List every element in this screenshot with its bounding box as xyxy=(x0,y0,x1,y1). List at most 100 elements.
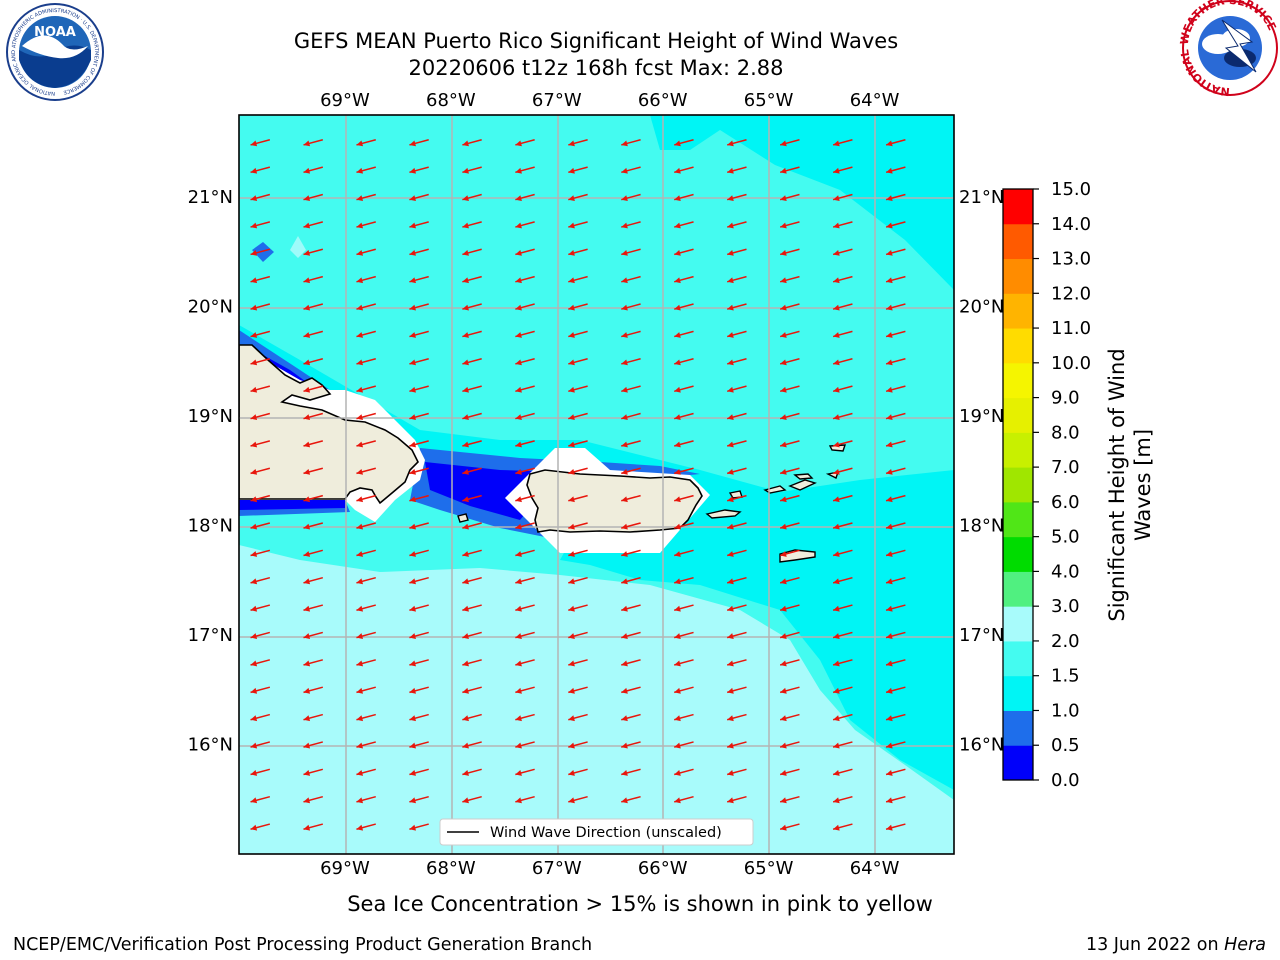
wind-arrow xyxy=(885,631,906,639)
wind-arrow xyxy=(832,303,853,311)
wind-arrow xyxy=(409,823,429,831)
wind-arrow xyxy=(568,549,588,557)
wind-arrow xyxy=(674,440,694,448)
colorbar-segment-1 xyxy=(1003,710,1033,746)
wind-arrow xyxy=(726,659,747,667)
wind-arrow xyxy=(832,549,853,557)
lon-label-top-4: 65°W xyxy=(744,90,794,111)
map-panel: 69°W 69°W 68°W 68°W 67°W 67°W 66°W 66°W 65°W 65°W… xyxy=(188,90,1005,879)
wind-arrow xyxy=(779,795,800,804)
wind-arrow xyxy=(515,768,535,776)
wind-arrow xyxy=(250,549,271,557)
mona-island xyxy=(457,513,469,523)
colorbar-tick-9: 7.0 xyxy=(1051,457,1080,478)
wind-arrow xyxy=(515,440,535,448)
wind-arrow xyxy=(409,193,429,202)
wind-arrow xyxy=(674,467,694,475)
lon-label-top-3: 66°W xyxy=(638,90,688,111)
wind-arrow xyxy=(303,139,324,147)
wind-arrow xyxy=(832,193,853,202)
wind-arrow xyxy=(303,604,324,612)
colorbar-segment-12 xyxy=(1003,328,1033,364)
wind-arrow xyxy=(832,358,853,366)
wave-band-2to3 xyxy=(239,545,954,854)
colorbar-tick-12: 10.0 xyxy=(1051,353,1091,374)
wind-arrow xyxy=(885,686,906,694)
colorbar-segment-8 xyxy=(1003,467,1033,503)
wind-arrow xyxy=(356,631,376,639)
wind-arrow xyxy=(250,139,271,147)
wind-arrow xyxy=(568,494,588,503)
wind-arrow xyxy=(674,659,694,667)
wind-arrow xyxy=(250,741,271,749)
wind-arrow xyxy=(779,221,800,229)
wind-arrow xyxy=(515,358,535,366)
wind-arrow xyxy=(674,494,694,503)
wind-arrow xyxy=(621,166,641,174)
wind-arrow xyxy=(409,549,429,557)
vieques-island xyxy=(705,509,742,519)
wind-arrow xyxy=(250,494,271,503)
wind-arrow xyxy=(303,275,324,284)
colorbar-segment-0 xyxy=(1003,745,1033,781)
colorbar: 0.0 0.5 1.0 1.5 2.0 3.0 4.0 5.0 6.0 7.0 8.0 9.0 10.0… xyxy=(1002,179,1091,791)
wind-arrow xyxy=(568,631,588,639)
wind-arrow xyxy=(462,576,482,585)
wind-arrow xyxy=(621,604,641,612)
wind-arrow xyxy=(250,522,271,530)
wind-arrow xyxy=(568,358,588,366)
wind-arrow xyxy=(515,221,535,229)
wind-arrow xyxy=(356,686,376,694)
wind-arrow xyxy=(674,631,694,639)
wind-arrow xyxy=(726,385,747,393)
wind-arrow xyxy=(303,248,324,256)
lat-label-right-1: 17°N xyxy=(959,625,1004,646)
wind-arrow xyxy=(515,604,535,612)
colorbar-tick-10: 8.0 xyxy=(1051,422,1080,443)
wind-arrow xyxy=(409,494,429,503)
wind-arrow xyxy=(356,193,376,202)
wind-arrow xyxy=(303,768,324,776)
wind-arrow xyxy=(303,358,324,366)
wind-arrow xyxy=(409,330,429,338)
wind-arrow xyxy=(568,330,588,338)
wind-arrow xyxy=(832,768,853,776)
colorbar-segment-14 xyxy=(1003,258,1033,294)
colorbar-segment-5 xyxy=(1003,571,1033,607)
wind-arrow xyxy=(832,686,853,694)
wind-arrow xyxy=(303,522,324,530)
wind-arrow xyxy=(832,659,853,667)
wind-arrow xyxy=(779,467,800,475)
wind-arrow xyxy=(409,768,429,776)
wind-arrow xyxy=(885,713,906,722)
wind-arrow xyxy=(515,713,535,722)
wind-arrow xyxy=(779,193,800,202)
wind-arrow xyxy=(462,768,482,776)
wind-arrow xyxy=(674,412,694,421)
wind-arrow xyxy=(303,659,324,667)
wind-arrow xyxy=(462,330,482,338)
wind-arrow xyxy=(250,275,271,284)
wind-arrow xyxy=(885,576,906,585)
wind-arrow xyxy=(515,193,535,202)
lon-label-bottom-5: 64°W xyxy=(850,858,900,879)
wind-arrow xyxy=(726,741,747,749)
wind-arrow xyxy=(515,139,535,147)
noaa-logo-text: NOAA xyxy=(34,25,76,40)
wind-arrow xyxy=(885,549,906,557)
wind-arrow xyxy=(674,604,694,612)
colorbar-tick-14: 12.0 xyxy=(1051,283,1091,304)
footer-credit: NCEP/EMC/Verification Post Processing Pr… xyxy=(13,935,592,955)
wind-arrow xyxy=(462,440,482,448)
colorbar-tick-16: 14.0 xyxy=(1051,214,1091,235)
wind-arrow xyxy=(515,686,535,694)
lat-label-left-1: 17°N xyxy=(188,625,233,646)
wind-arrow xyxy=(568,522,588,530)
wind-arrow xyxy=(885,768,906,776)
wind-arrow xyxy=(779,494,800,503)
wind-arrow xyxy=(515,576,535,585)
wind-arrow xyxy=(462,631,482,639)
wind-arrow xyxy=(515,248,535,256)
wind-arrow xyxy=(250,193,271,202)
wave-spot xyxy=(252,242,274,262)
